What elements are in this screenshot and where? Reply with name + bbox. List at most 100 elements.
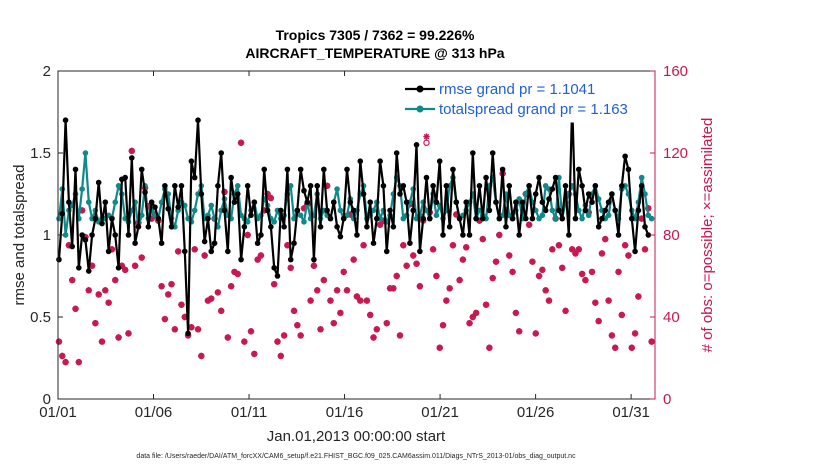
series-point-rmse — [231, 199, 238, 205]
series-point-rmse — [76, 265, 82, 271]
obs-assimilated-star — [168, 281, 175, 288]
series-point-rmse — [215, 183, 221, 189]
series-point-rmse — [417, 248, 423, 255]
obs-assimilated-point — [433, 272, 440, 280]
obs-assimilated-point — [148, 215, 155, 222]
obs-assimilated-star — [264, 190, 271, 198]
obs-assimilated-point — [360, 242, 367, 249]
series-point-rmse — [264, 207, 271, 214]
obs-assimilated-star — [347, 211, 354, 218]
obs-assimilated-star — [191, 246, 198, 253]
obs-assimilated-star — [489, 274, 496, 282]
obs-assimilated-point — [131, 262, 139, 269]
x-tick-label: 01/31 — [612, 404, 650, 421]
legend-label-totalspread: totalspread grand pr = 1.163 — [439, 101, 628, 118]
series-point-rmse — [268, 224, 274, 230]
obs-assimilated-star — [393, 272, 400, 280]
series-point-rmse — [191, 174, 198, 181]
series-point-rmse — [99, 220, 105, 227]
obs-assimilated-star — [277, 352, 284, 360]
obs-assimilated-point — [198, 352, 205, 360]
obs-assimilated-point — [413, 260, 420, 267]
obs-assimilated-point — [479, 235, 486, 243]
obs-assimilated-star — [400, 242, 407, 249]
obs-assimilated-star — [310, 262, 318, 269]
obs-assimilated-point — [191, 246, 198, 253]
obs-assimilated-point — [463, 244, 470, 251]
series-point-totalspread — [370, 207, 377, 214]
obs-assimilated-point — [158, 283, 165, 290]
obs-assimilated-point — [562, 307, 569, 315]
obs-assimilated-star — [337, 309, 344, 317]
series-point-rmse — [125, 232, 132, 238]
obs-assimilated-point — [492, 258, 500, 265]
series-point-totalspread — [79, 186, 85, 192]
series-point-rmse — [523, 215, 529, 222]
series-point-rmse — [135, 224, 142, 230]
obs-assimilated-point — [535, 272, 543, 280]
series-point-totalspread — [638, 174, 645, 181]
obs-assimilated-point — [201, 252, 208, 259]
obs-assimilated-point — [85, 287, 92, 294]
series-point-rmse — [390, 224, 397, 230]
obs-assimilated-point — [340, 268, 347, 276]
obs-assimilated-point — [608, 332, 616, 339]
obs-assimilated-point — [264, 190, 271, 198]
obs-assimilated-point — [261, 207, 268, 214]
obs-assimilated-star — [280, 332, 288, 339]
series-point-rmse — [138, 166, 145, 173]
obs-assimilated-point — [102, 287, 109, 294]
obs-assimilated-point — [396, 332, 404, 339]
obs-assimilated-point — [241, 338, 248, 345]
obs-assimilated-point — [274, 338, 281, 345]
obs-assimilated-point — [602, 235, 609, 243]
obs-assimilated-point — [631, 330, 639, 337]
obs-assimilated-star — [641, 246, 649, 253]
obs-assimilated-star — [327, 297, 334, 304]
obs-assimilated-star — [237, 139, 245, 146]
obs-assimilated-star — [472, 309, 480, 317]
series-point-rmse — [556, 207, 562, 214]
obs-assimilated-point — [363, 297, 371, 304]
obs-assimilated-point — [605, 297, 612, 304]
obs-assimilated-point — [244, 231, 251, 239]
series-point-rmse — [559, 215, 566, 222]
series-point-rmse — [420, 215, 426, 222]
obs-assimilated-star — [466, 319, 473, 327]
obs-assimilated-point — [125, 330, 132, 337]
obs-assimilated-star — [208, 295, 215, 302]
chart-title-line2: AIRCRAFT_TEMPERATURE @ 313 hPa — [245, 45, 504, 61]
obs-assimilated-star — [75, 358, 83, 366]
series-point-rmse — [344, 166, 350, 173]
series-point-rmse — [562, 183, 569, 189]
series-point-rmse — [251, 199, 258, 205]
obs-assimilated-star — [72, 305, 79, 312]
series-point-totalspread — [585, 212, 592, 219]
obs-assimilated-point — [174, 248, 182, 255]
obs-assimilated-star — [618, 311, 626, 319]
obs-assimilated-point — [307, 297, 314, 304]
obs-assimilated-point — [121, 266, 129, 274]
obs-assimilated-point — [128, 147, 135, 155]
obs-assimilated-star — [350, 256, 357, 263]
obs-assimilated-star — [148, 215, 155, 222]
series-point-rmse — [185, 330, 191, 337]
series-point-totalspread — [82, 150, 89, 156]
legend-box — [399, 71, 655, 123]
series-point-rmse — [291, 240, 297, 246]
series-point-rmse — [612, 207, 619, 214]
obs-assimilated-star — [512, 309, 520, 317]
obs-assimilated-star — [612, 344, 619, 351]
obs-assimilated-point — [436, 344, 443, 351]
obs-assimilated-star — [257, 252, 265, 259]
series-point-rmse — [258, 232, 264, 238]
obs-assimilated-point — [416, 283, 424, 290]
series-point-rmse — [347, 199, 354, 205]
obs-assimilated-point — [227, 283, 235, 290]
obs-assimilated-point — [383, 319, 390, 327]
obs-assimilated-point — [257, 252, 265, 259]
obs-assimilated-star — [290, 307, 298, 315]
obs-assimilated-star — [204, 297, 212, 304]
series-point-rmse — [297, 166, 304, 173]
x-tick-label: 01/26 — [517, 404, 555, 421]
